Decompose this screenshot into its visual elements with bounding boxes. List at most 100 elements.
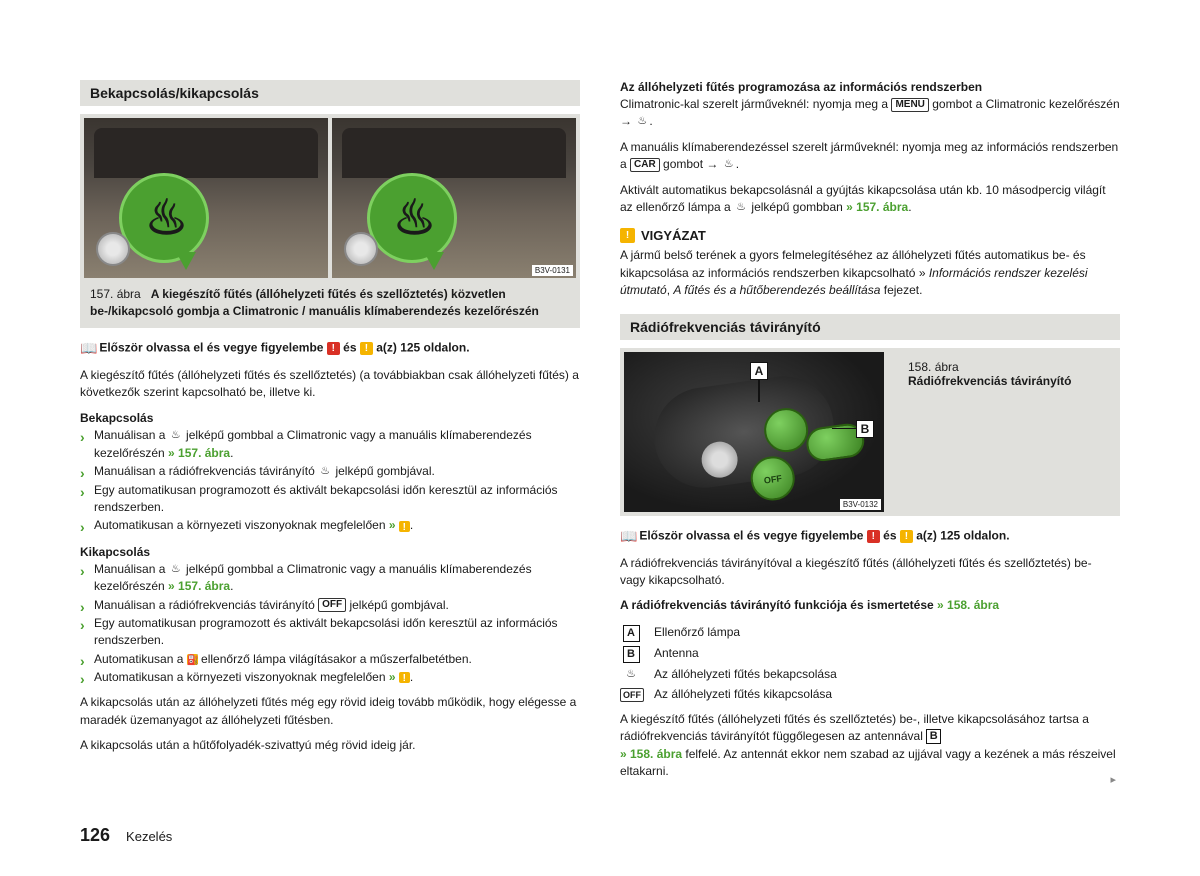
page-number: 126 xyxy=(80,825,110,846)
page-footer: 126 Kezelés xyxy=(80,825,172,846)
fuel-warning-icon: ⛽ xyxy=(187,654,198,665)
legend-row: ♨ Az állóhelyzeti fűtés bekapcsolása xyxy=(620,665,1120,683)
figure-157-caption: 157. ábra A kiegészítő fűtés (állóhelyze… xyxy=(84,278,576,324)
remote-body xyxy=(648,369,840,493)
figure-number: 158. ábra xyxy=(908,360,959,374)
section-header-remote: Rádiófrekvenciás távirányító xyxy=(620,314,1120,340)
remote-image-wrap: A B B3V-0132 xyxy=(624,352,884,512)
list-item: Automatikusan a környezeti viszonyoknak … xyxy=(80,669,580,686)
right-column: Az állóhelyzeti fűtés programozása az in… xyxy=(620,80,1120,788)
caution-label: VIGYÁZAT xyxy=(641,228,706,243)
continuation-arrow-icon: ▸ xyxy=(1110,773,1116,786)
warning-red-icon: ! xyxy=(327,342,340,355)
fig-ref: » 158. ábra xyxy=(620,747,682,761)
intro-paragraph: A kiegészítő fűtés (állóhelyzeti fűtés é… xyxy=(80,367,580,402)
heat-icon: ♨ xyxy=(393,190,431,246)
function-title: A rádiófrekvenciás távirányító funkciója… xyxy=(620,597,1120,614)
list-item: Egy automatikusan programozott és aktivá… xyxy=(80,482,580,517)
ref-arrow: » xyxy=(389,518,399,532)
key-b-inline: B xyxy=(926,729,941,744)
page-layout: Bekapcsolás/kikapcsolás ♨ ♨ B3V-0131 xyxy=(80,80,1120,788)
off-list: Manuálisan a ♨ jelképű gombbal a Climatr… xyxy=(80,561,580,687)
off-label: OFF xyxy=(318,598,346,612)
figure-157-images: ♨ ♨ B3V-0131 xyxy=(84,118,576,278)
heat-icon: ♨ xyxy=(169,428,183,444)
callout-b: B xyxy=(832,420,874,438)
callout-line xyxy=(758,380,760,402)
list-item: Egy automatikusan programozott és aktivá… xyxy=(80,615,580,650)
section-header-onoff: Bekapcsolás/kikapcsolás xyxy=(80,80,580,106)
legend-text: Az állóhelyzeti fűtés kikapcsolása xyxy=(654,685,832,703)
key-a: A xyxy=(623,625,640,642)
after-off-p2: A kikapcsolás után a hűtőfolyadék-szivat… xyxy=(80,737,580,754)
prog-p2: A manuális klímaberendezéssel szerelt já… xyxy=(620,139,1120,174)
figure-157: ♨ ♨ B3V-0131 157. ábra A kiegészítő fűté… xyxy=(80,114,580,328)
heat-icon: ♨ xyxy=(169,562,183,578)
fig-ref: » 157. ábra xyxy=(168,579,230,593)
legend: A Ellenőrző lámpa B Antenna ♨ Az állóhel… xyxy=(620,623,1120,703)
list-item: Automatikusan a környezeti viszonyoknak … xyxy=(80,517,580,534)
figure-158: A B B3V-0132 158. ábra Rádiófrekvenciás … xyxy=(620,348,1120,516)
heat-icon: ♨ xyxy=(145,190,183,246)
car-button-label: CAR xyxy=(630,158,660,172)
remote-on-button xyxy=(761,405,811,455)
footer-section: Kezelés xyxy=(126,829,172,844)
legend-row: B Antenna xyxy=(620,644,1120,663)
list-item: Manuálisan a rádiófrekvenciás távirányít… xyxy=(80,463,580,480)
image-code: B3V-0132 xyxy=(840,499,881,510)
warning-yellow-icon: ! xyxy=(399,521,410,532)
list-item: Manuálisan a rádiófrekvenciás távirányít… xyxy=(80,597,580,614)
figure-title: A kiegészítő fűtés (állóhelyzeti fűtés é… xyxy=(90,287,539,318)
skoda-logo-icon xyxy=(96,232,130,266)
callout-a: A xyxy=(750,362,768,402)
callout-line xyxy=(832,428,856,430)
dashboard-image-left: ♨ xyxy=(84,118,328,278)
read-first-notice: 📖 Először olvassa el és vegye figyelembe… xyxy=(80,340,580,357)
ref-arrow: » xyxy=(389,670,399,684)
heat-icon: ♨ xyxy=(624,666,638,683)
warning-yellow-icon: ! xyxy=(900,530,913,543)
off-title: Kikapcsolás xyxy=(80,545,580,559)
remote-usage: A kiegészítő fűtés (állóhelyzeti fűtés é… xyxy=(620,711,1120,781)
off-key: OFF xyxy=(620,688,644,702)
legend-text: Antenna xyxy=(654,644,699,663)
after-off-p1: A kikapcsolás után az állóhelyzeti fűtés… xyxy=(80,694,580,729)
remote-off-button xyxy=(748,453,798,503)
heat-icon: ♨ xyxy=(318,464,332,480)
read-first-text-c: a(z) 125 oldalon. xyxy=(376,340,469,354)
read-first-text-a: Először olvassa el és vegye figyelembe xyxy=(639,528,863,542)
legend-row: OFF Az állóhelyzeti fűtés kikapcsolása xyxy=(620,685,1120,703)
caution-header: ! VIGYÁZAT xyxy=(620,228,1120,243)
prog-p3: Aktivált automatikus bekapcsolásnál a gy… xyxy=(620,182,1120,217)
read-first-text-a: Először olvassa el és vegye figyelembe xyxy=(99,340,323,354)
figure-158-caption: 158. ábra Rádiófrekvenciás távirányító xyxy=(904,352,1075,512)
key-b: B xyxy=(623,646,640,663)
read-first-text-b: és xyxy=(343,340,356,354)
left-column: Bekapcsolás/kikapcsolás ♨ ♨ B3V-0131 xyxy=(80,80,580,788)
read-first-notice: 📖 Először olvassa el és vegye figyelembe… xyxy=(620,528,1120,545)
heat-icon: ♨ xyxy=(734,200,748,216)
read-first-text-b: és xyxy=(883,528,896,542)
figure-title: Rádiófrekvenciás távirányító xyxy=(908,374,1071,388)
legend-text: Az állóhelyzeti fűtés bekapcsolása xyxy=(654,665,837,683)
list-item: Automatikusan a ⛽ ellenőrző lámpa világí… xyxy=(80,651,580,668)
menu-button-label: MENU xyxy=(891,98,928,112)
legend-text: Ellenőrző lámpa xyxy=(654,623,740,642)
warning-yellow-icon: ! xyxy=(399,672,410,683)
warning-red-icon: ! xyxy=(867,530,880,543)
programming-title: Az állóhelyzeti fűtés programozása az in… xyxy=(620,80,1120,94)
callout-box-a: A xyxy=(750,362,768,380)
legend-row: A Ellenőrző lámpa xyxy=(620,623,1120,642)
on-list: Manuálisan a ♨ jelképű gombbal a Climatr… xyxy=(80,427,580,534)
heat-icon: ♨ xyxy=(635,114,649,130)
on-title: Bekapcsolás xyxy=(80,411,580,425)
image-code: B3V-0131 xyxy=(532,265,573,276)
heat-icon: ♨ xyxy=(722,157,736,173)
skoda-logo-icon xyxy=(344,232,378,266)
read-first-text-c: a(z) 125 oldalon. xyxy=(916,528,1009,542)
caution-body: A jármű belső terének a gyors felmelegít… xyxy=(620,247,1120,299)
fig-ref: » 158. ábra xyxy=(937,598,999,612)
figure-number: 157. ábra xyxy=(90,287,141,301)
heat-button-callout: ♨ xyxy=(367,173,457,263)
fig-ref: » 157. ábra xyxy=(168,446,230,460)
